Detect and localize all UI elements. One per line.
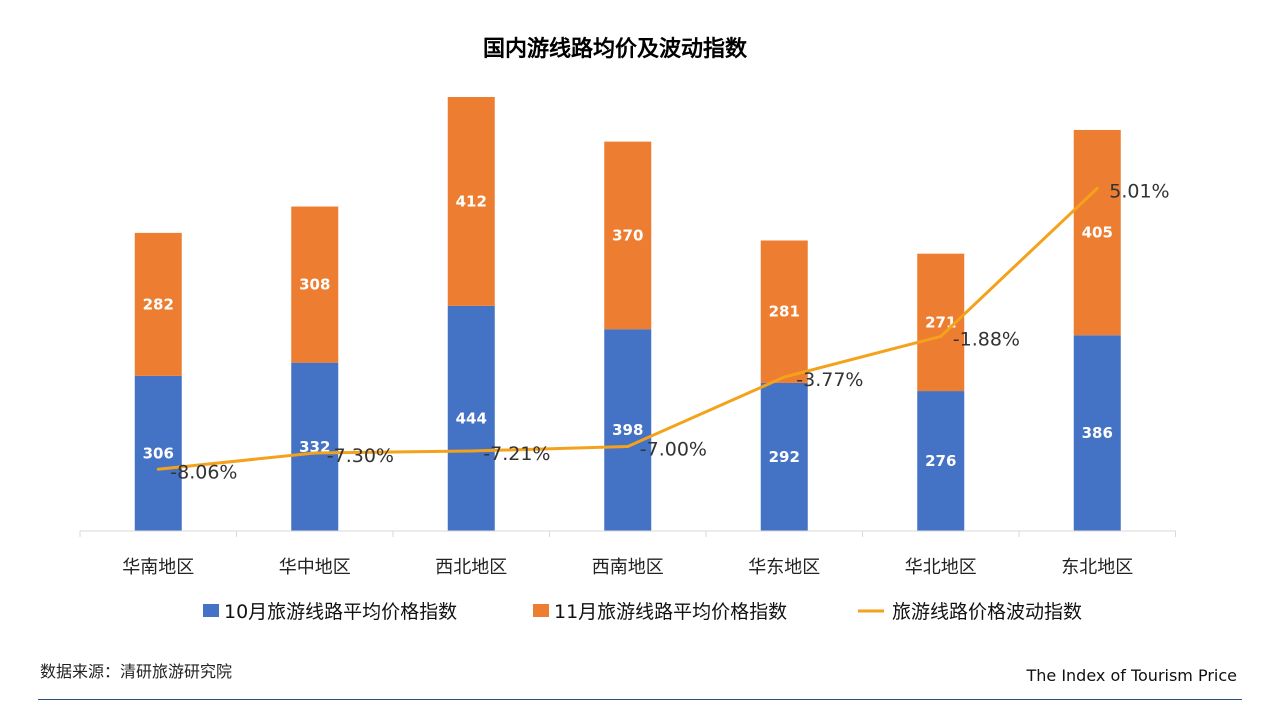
volatility-value-label: -7.00% xyxy=(640,439,707,461)
bars-group: 306 282 332 308 444 412 398 370 292 281 276 271 386 4… xyxy=(134,97,1121,531)
category-label: 华中地区 xyxy=(279,557,351,578)
bar-value-label-nov: 405 xyxy=(1082,224,1113,242)
data-source-note: 数据来源：清研旅游研究院 xyxy=(40,662,233,681)
category-label: 华南地区 xyxy=(122,557,194,578)
category-labels: 华南地区 华中地区 西北地区 西南地区 华东地区 华北地区 东北地区 xyxy=(122,557,1133,578)
bar-value-label-oct: 398 xyxy=(612,421,643,439)
volatility-point xyxy=(469,449,473,453)
line-series-group: -8.06% -7.30% -7.21% -7.00% -3.77% -1.88% 5.01… xyxy=(156,180,1170,483)
volatility-value-label: -7.30% xyxy=(327,445,394,467)
category-label: 华东地区 xyxy=(748,557,820,578)
x-axis-ticks xyxy=(79,531,1176,537)
volatility-point xyxy=(313,451,317,455)
bar-oct xyxy=(917,391,965,531)
stacked-bar-line-chart: 国内游线路均价及波动指数 306 282 332 308 444 412 398 370 292… xyxy=(79,36,1176,623)
footer-divider xyxy=(38,699,1242,700)
bar-value-label-nov: 412 xyxy=(456,192,487,210)
bar-value-label-oct: 306 xyxy=(143,444,174,462)
bar-oct xyxy=(760,382,808,531)
bar-value-label-oct: 386 xyxy=(1082,424,1113,442)
bar-oct xyxy=(134,375,182,531)
category-label: 西南地区 xyxy=(592,557,664,578)
bar-oct xyxy=(447,305,495,531)
bar-value-label-oct: 444 xyxy=(456,409,487,427)
volatility-point xyxy=(782,375,786,379)
legend: 10月旅游线路平均价格指数 11月旅游线路平均价格指数 旅游线路价格波动指数 xyxy=(203,601,1082,623)
bar-oct xyxy=(291,362,339,531)
volatility-value-label: -3.77% xyxy=(796,369,863,391)
bar-value-label-oct: 332 xyxy=(299,438,330,456)
volatility-value-label: -8.06% xyxy=(170,461,237,483)
bar-value-label-nov: 281 xyxy=(769,303,800,321)
brand-caption: The Index of Tourism Price xyxy=(1026,666,1237,685)
volatility-value-label: -7.21% xyxy=(483,443,550,465)
bar-nov xyxy=(760,240,808,383)
bar-value-label-nov: 271 xyxy=(925,313,956,331)
volatility-point xyxy=(626,445,630,448)
volatility-point xyxy=(939,334,943,338)
legend-swatch xyxy=(203,604,219,617)
bar-nov xyxy=(291,206,339,363)
chart-title: 国内游线路均价及波动指数 xyxy=(483,36,748,62)
volatility-value-label: 5.01% xyxy=(1109,180,1169,202)
category-label: 华北地区 xyxy=(905,557,977,578)
category-label: 东北地区 xyxy=(1061,557,1133,578)
bar-value-label-oct: 276 xyxy=(925,452,956,470)
bar-value-label-nov: 308 xyxy=(299,276,330,294)
bar-nov xyxy=(447,97,495,306)
category-label: 西北地区 xyxy=(435,557,507,578)
legend-label: 旅游线路价格波动指数 xyxy=(892,601,1082,623)
bar-value-label-nov: 282 xyxy=(143,295,174,313)
bar-value-label-nov: 370 xyxy=(612,226,643,244)
volatility-point xyxy=(156,467,160,471)
bar-nov xyxy=(134,232,182,376)
legend-swatch xyxy=(533,604,549,617)
bar-value-label-oct: 292 xyxy=(769,448,800,466)
bar-oct xyxy=(604,329,652,531)
bar-oct xyxy=(1073,335,1121,531)
volatility-value-label: -1.88% xyxy=(953,328,1020,350)
volatility-point xyxy=(1095,186,1099,190)
bar-nov xyxy=(604,141,652,330)
bar-nov xyxy=(1073,129,1121,336)
legend-label: 10月旅游线路平均价格指数 xyxy=(224,601,457,623)
legend-label: 11月旅游线路平均价格指数 xyxy=(554,601,787,623)
